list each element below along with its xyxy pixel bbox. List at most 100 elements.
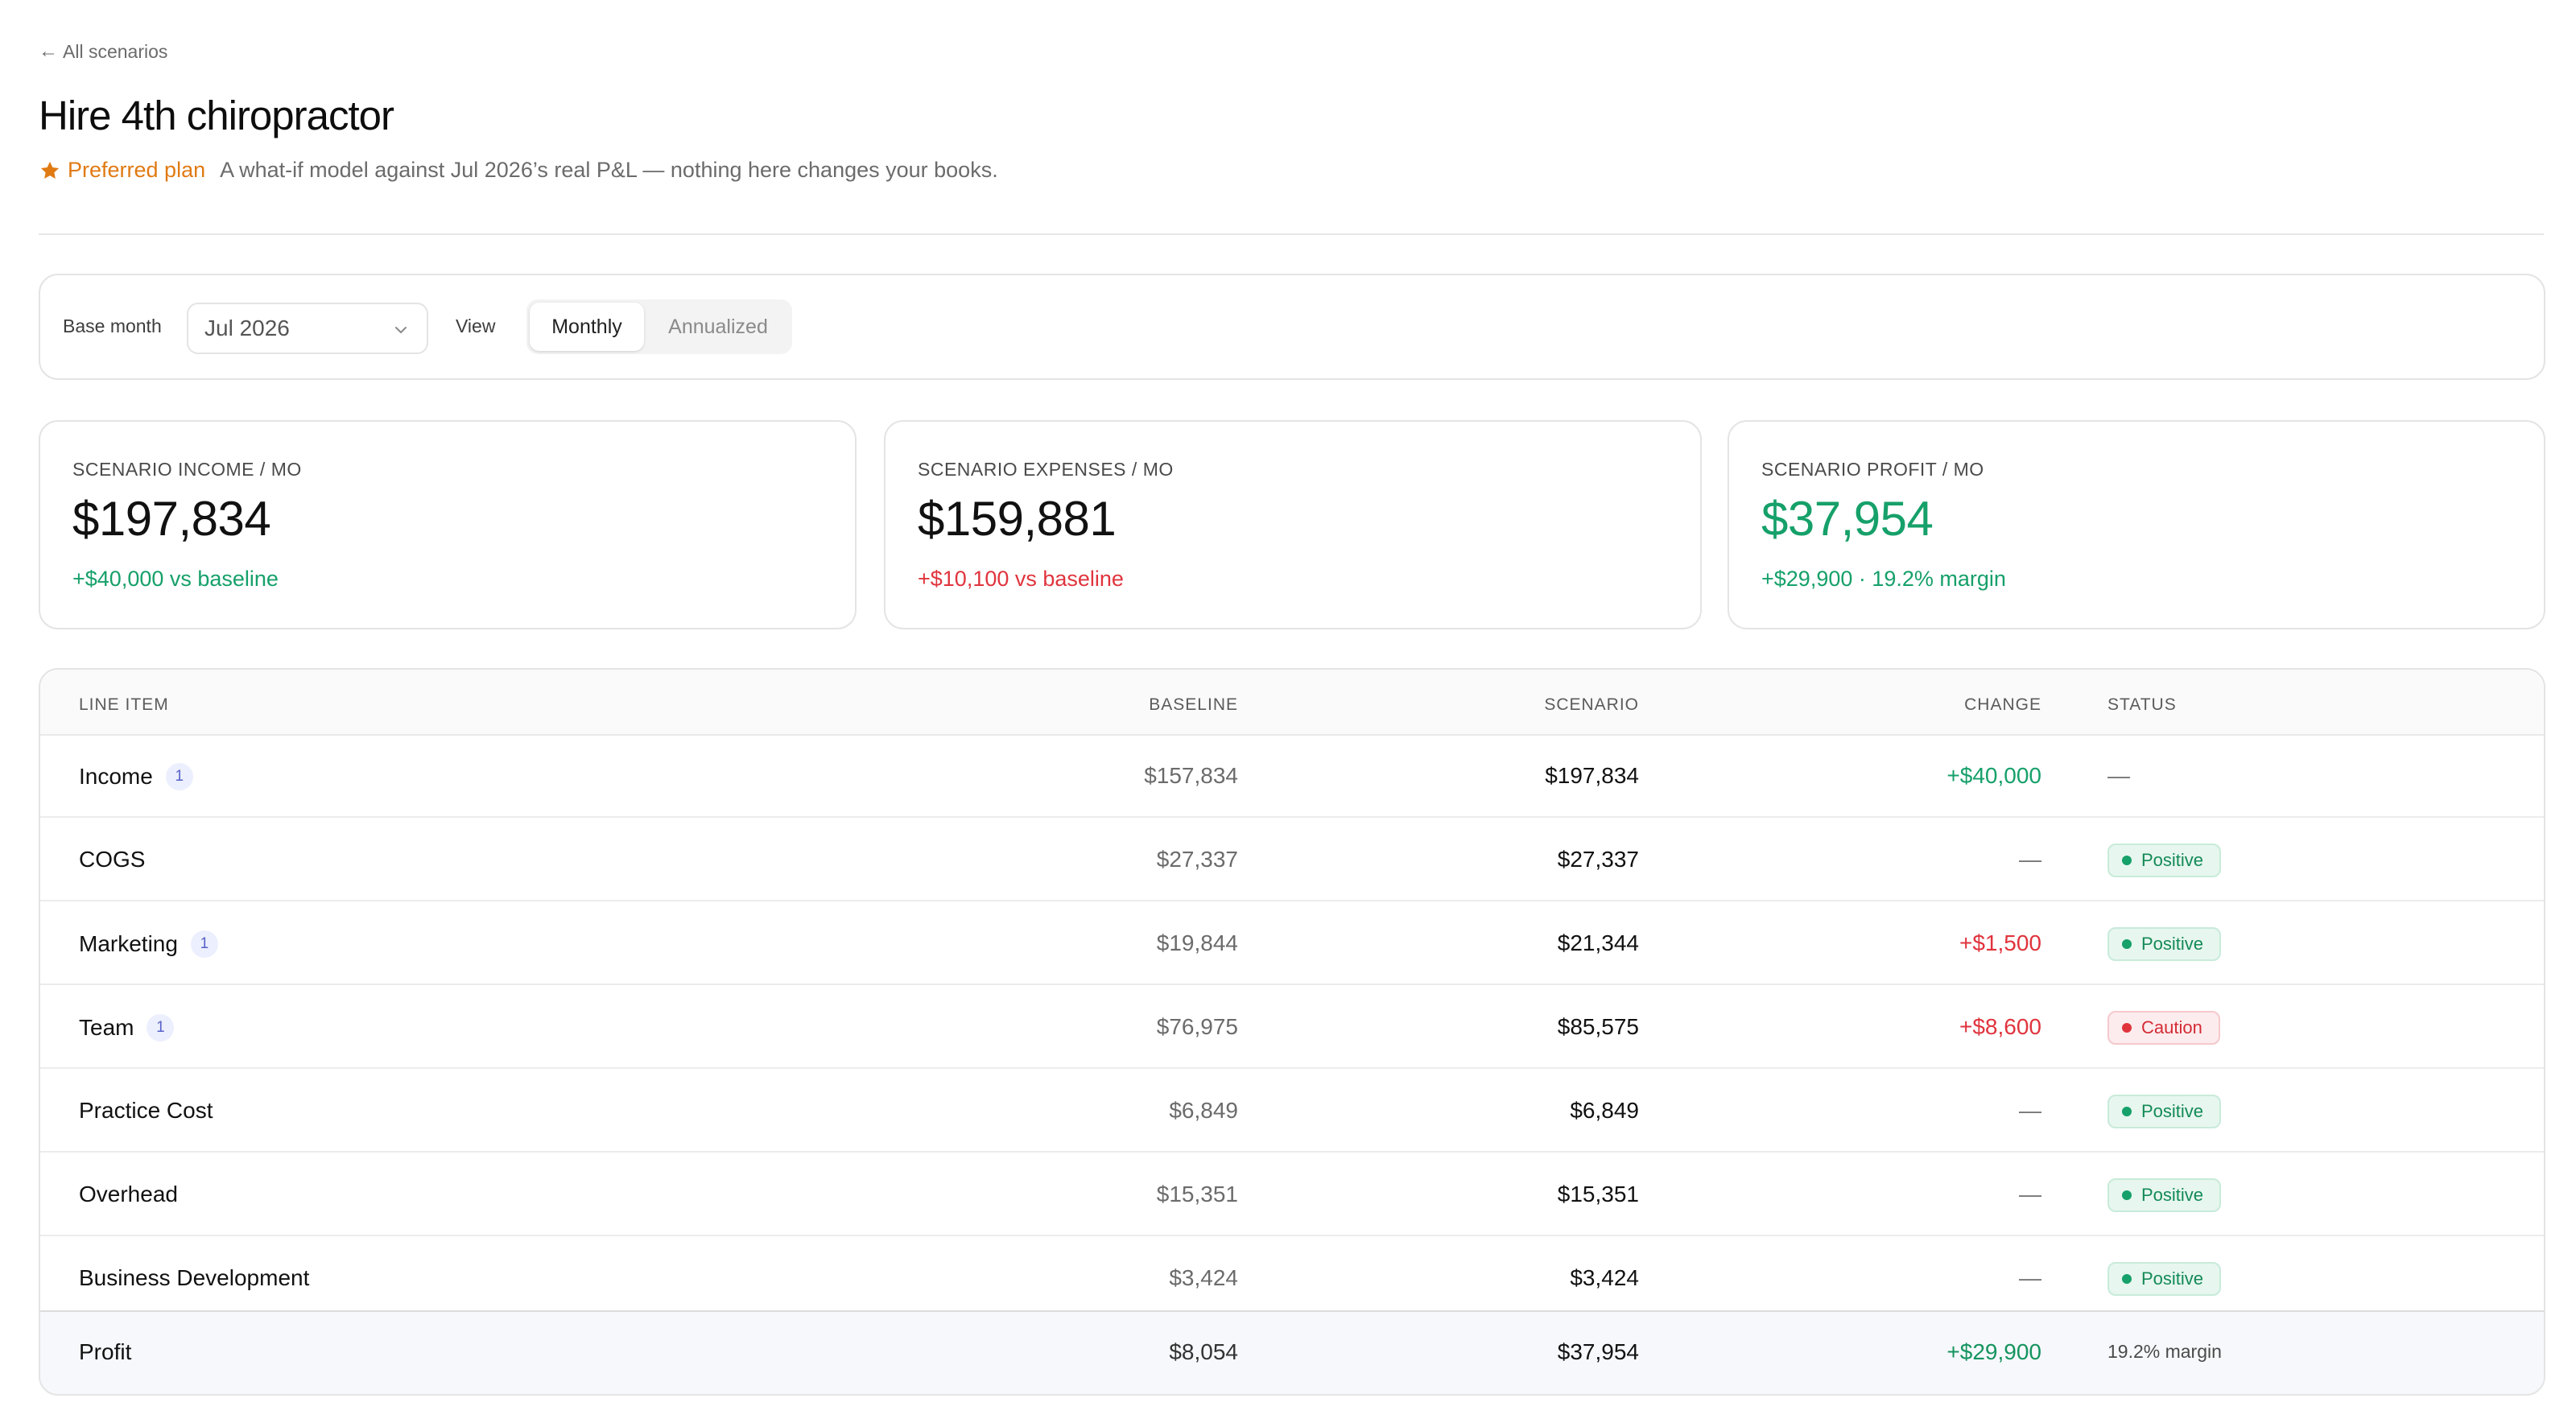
status-badge: Positive [2107, 843, 2222, 877]
view-option-monthly[interactable]: Monthly [530, 303, 644, 351]
header-divider [39, 233, 2544, 235]
line-item-name: Team [79, 1015, 134, 1040]
subtitle-row: Preferred plan A what-if model against J… [39, 158, 998, 183]
status-badge: Positive [2107, 1178, 2222, 1212]
status-label: Caution [2141, 1017, 2202, 1037]
kpi-card-income: SCENARIO INCOME / MO $197,834 +$40,000 v… [39, 420, 857, 629]
preferred-plan-badge: Preferred plan [68, 158, 206, 182]
status-badge: Positive [2107, 1095, 2222, 1128]
kpi-card-expenses: SCENARIO EXPENSES / MO $159,881 +$10,100… [884, 420, 1702, 629]
line-item-cell: Team 1 [79, 1014, 175, 1041]
line-item-name: COGS [79, 847, 146, 872]
table-row[interactable]: Income 1 $157,834 $197,834 +$40,000 — [40, 736, 2544, 818]
change-cell: +$40,000 [1946, 763, 2041, 788]
change-cell: +$8,600 [1959, 1014, 2041, 1039]
page-title: Hire 4th chiropractor [39, 93, 394, 138]
scenario-cell: $37,954 [1557, 1339, 1639, 1364]
baseline-cell: $19,844 [1156, 930, 1238, 955]
table-row[interactable]: Practice Cost $6,849 $6,849 — Positive [40, 1070, 2544, 1153]
line-item-cell: Marketing 1 [79, 930, 218, 958]
status-badge: Caution [2107, 1011, 2220, 1045]
adjustment-count-badge: 1 [165, 763, 193, 790]
scenario-cell: $85,575 [1557, 1014, 1639, 1039]
change-cell: — [2019, 1182, 2041, 1206]
status-dot-icon [2122, 856, 2132, 865]
status-label: Positive [2141, 1268, 2204, 1289]
baseline-cell: $27,337 [1156, 847, 1238, 872]
change-cell: — [2019, 847, 2041, 872]
status-dot-icon [2122, 939, 2132, 949]
kpi-delta: +$29,900 · 19.2% margin [1761, 567, 2006, 591]
kpi-card-profit: SCENARIO PROFIT / MO $37,954 +$29,900 · … [1728, 420, 2545, 629]
kpi-delta: +$40,000 vs baseline [72, 567, 279, 591]
table-total-row: Profit $8,054 $37,954 +$29,900 19.2% mar… [40, 1310, 2544, 1394]
view-toggle: Monthly Annualized [526, 299, 792, 354]
line-item-cell: Business Development [79, 1265, 309, 1291]
status-cell: — [2107, 763, 2130, 788]
line-item-name: Overhead [79, 1182, 178, 1206]
base-month-label: Base month [63, 316, 162, 336]
status-dot-icon [2122, 1107, 2132, 1116]
status-badge: Positive [2107, 1262, 2222, 1296]
status-dot-icon [2122, 1274, 2132, 1284]
line-item-name: Business Development [79, 1265, 310, 1290]
status-cell: Positive [2107, 1095, 2222, 1128]
kpi-value: $159,881 [918, 492, 1117, 546]
status-cell: Positive [2107, 927, 2222, 961]
line-item-name: Profit [79, 1339, 132, 1364]
scenario-cell: $6,849 [1570, 1098, 1639, 1123]
line-item-cell: Income 1 [79, 763, 193, 790]
column-header-baseline: BASELINE [1149, 695, 1238, 714]
table-row[interactable]: Marketing 1 $19,844 $21,344 +$1,500 Posi… [40, 903, 2544, 985]
base-month-select[interactable]: Jul 2026 [187, 303, 428, 354]
column-header-scenario: SCENARIO [1544, 695, 1639, 714]
view-option-annualized[interactable]: Annualized [668, 315, 768, 338]
table-header: LINE ITEM BASELINE SCENARIO CHANGE STATU… [40, 670, 2544, 736]
adjustment-count-badge: 1 [190, 930, 218, 958]
adjustment-count-badge: 1 [147, 1014, 175, 1041]
baseline-cell: $76,975 [1156, 1014, 1238, 1039]
kpi-delta: +$10,100 vs baseline [918, 567, 1124, 591]
baseline-cell: $6,849 [1169, 1098, 1238, 1123]
change-cell: — [2019, 1265, 2041, 1290]
base-month-value: Jul 2026 [204, 316, 290, 340]
scenario-cell: $197,834 [1545, 763, 1639, 788]
line-item-name: Income [79, 764, 153, 789]
scenario-cell: $21,344 [1557, 930, 1639, 955]
baseline-cell: $15,351 [1156, 1182, 1238, 1206]
page-subtitle: A what-if model against Jul 2026’s real … [220, 158, 998, 182]
table-row[interactable]: COGS $27,337 $27,337 — Positive [40, 819, 2544, 901]
line-item-name: Practice Cost [79, 1098, 213, 1123]
view-label: View [456, 316, 496, 336]
status-label: Positive [2141, 1185, 2204, 1205]
line-item-name: Marketing [79, 931, 178, 956]
back-link[interactable]: ← All scenarios [39, 40, 167, 63]
status-cell: Positive [2107, 843, 2222, 877]
back-link-label: All scenarios [63, 40, 168, 62]
scenario-cell: $3,424 [1570, 1265, 1639, 1290]
scenario-cell: $15,351 [1557, 1182, 1639, 1206]
table-row[interactable]: Overhead $15,351 $15,351 — Positive [40, 1154, 2544, 1236]
change-cell: +$1,500 [1959, 930, 2041, 955]
column-header-change: CHANGE [1964, 695, 2041, 714]
status-dot-icon [2122, 1023, 2132, 1033]
table-row[interactable]: Business Development $3,424 $3,424 — Pos… [40, 1238, 2544, 1320]
table-row[interactable]: Team 1 $76,975 $85,575 +$8,600 Caution [40, 987, 2544, 1069]
scenario-cell: $27,337 [1557, 847, 1639, 872]
line-items-table: LINE ITEM BASELINE SCENARIO CHANGE STATU… [39, 668, 2545, 1396]
baseline-cell: $3,424 [1169, 1265, 1238, 1290]
baseline-cell: $8,054 [1169, 1339, 1238, 1364]
status-badge: Positive [2107, 927, 2222, 961]
status-label: Positive [2141, 934, 2204, 954]
change-cell: — [2019, 1098, 2041, 1123]
kpi-value: $37,954 [1761, 492, 1934, 546]
kpi-label: SCENARIO EXPENSES / MO [918, 459, 1174, 480]
kpi-label: SCENARIO PROFIT / MO [1761, 459, 1984, 480]
kpi-value: $197,834 [72, 492, 271, 546]
baseline-cell: $157,834 [1144, 763, 1238, 788]
status-label: Positive [2141, 1101, 2204, 1121]
arrow-left-icon: ← [39, 40, 58, 62]
line-item-cell: Overhead [79, 1182, 178, 1207]
margin-text: 19.2% margin [2107, 1341, 2222, 1362]
line-item-cell: COGS [79, 847, 145, 872]
